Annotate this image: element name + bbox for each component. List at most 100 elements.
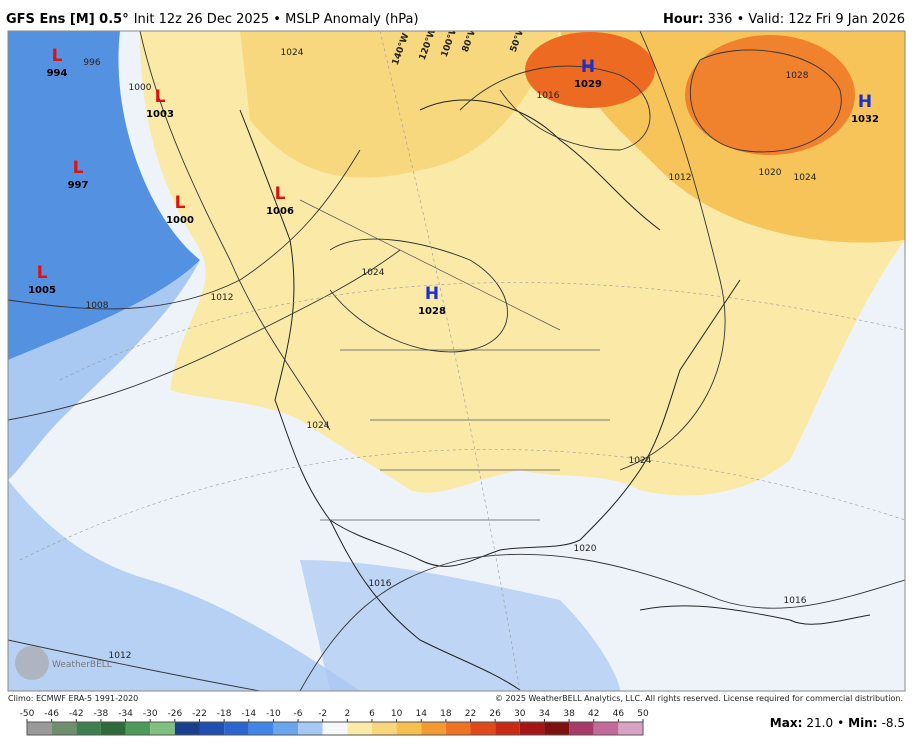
map: L994L1003L997L1000L1006L1005H1029H1032H1… — [8, 31, 905, 691]
colorbar-segment — [495, 722, 520, 735]
colorbar-label: -18 — [217, 709, 232, 719]
colorbar-segment — [347, 722, 372, 735]
valid-time: Hour: 336 • Valid: 12z Fri 9 Jan 2026 — [663, 12, 905, 27]
colorbar-segment — [593, 722, 619, 735]
colorbar-frame — [26, 721, 644, 736]
max: 21.0 — [806, 716, 833, 730]
colorbar-label: 34 — [539, 709, 551, 719]
isobars — [8, 31, 905, 691]
colorbar-label: 6 — [369, 709, 375, 719]
colorbar-segment — [100, 722, 126, 735]
center-symbol: L — [52, 46, 63, 66]
info: Init 12z 26 Dec 2025 • MSLP Anomaly (hPa… — [134, 12, 419, 27]
center-value: 1028 — [418, 306, 446, 317]
colorbar-label: 22 — [465, 709, 476, 719]
colorbar-label: -30 — [143, 709, 158, 719]
center-value: 1003 — [146, 109, 174, 120]
colorbar-label: -6 — [294, 709, 303, 719]
isobar-label: 1020 — [759, 168, 782, 178]
isobar-label: 1024 — [362, 268, 385, 278]
coast — [639, 605, 871, 625]
colorbar-segment — [519, 722, 545, 735]
colorbar-label: -42 — [69, 709, 84, 719]
logo: WeatherBELL — [15, 646, 112, 680]
colorbar-segment — [224, 722, 249, 735]
coast — [239, 109, 521, 691]
colorbar-label: -2 — [318, 709, 327, 719]
colorbar: -50 -46 -42 -38 -34 -30 -26 -22 -18 -14 -10 -6 -2 2 6 1… — [20, 709, 649, 736]
center-symbol: H — [858, 92, 872, 112]
anomaly-neg — [8, 31, 200, 360]
colorbar-label: 2 — [344, 709, 350, 719]
center-value: 1032 — [851, 114, 879, 125]
colorbar-segment — [199, 722, 225, 735]
isobar-label: 1008 — [86, 301, 109, 311]
isobar-label: 1016 — [369, 579, 392, 589]
colorbar-label: -10 — [266, 709, 281, 719]
isobar-label: 1020 — [574, 544, 597, 554]
center-value: 1006 — [266, 206, 294, 217]
isobar-label: 1016 — [784, 596, 807, 606]
center-symbol: L — [155, 87, 166, 107]
isobar-label: 1012 — [109, 651, 132, 661]
isobar-label: 996 — [83, 58, 100, 68]
isobar-label: 1016 — [537, 91, 560, 101]
center-symbol: H — [581, 57, 595, 77]
sep: • — [837, 716, 844, 730]
colorbar-label: 10 — [391, 709, 403, 719]
colorbar-label: 18 — [440, 709, 452, 719]
colorbar-segment — [371, 722, 397, 735]
isobar-label: 1012 — [669, 173, 692, 183]
coast — [419, 99, 661, 231]
colorbar-segment — [174, 722, 200, 735]
hour-info: 336 • Valid: 12z Fri 9 Jan 2026 — [708, 12, 905, 27]
colorbar-segment — [27, 722, 52, 735]
colorbar-segment — [618, 722, 643, 735]
center-value: 994 — [47, 68, 68, 79]
colorbar-label: 46 — [613, 709, 625, 719]
center-symbol: H — [425, 284, 439, 304]
colorbar-label: 14 — [416, 709, 428, 719]
isobar-label: 1024 — [307, 421, 330, 431]
coastlines — [239, 99, 871, 691]
map-frame — [7, 30, 906, 692]
anomaly-neg — [8, 480, 360, 691]
anomaly-pos — [525, 32, 655, 108]
colorbar-label: -26 — [167, 709, 182, 719]
logo-mark — [15, 646, 49, 680]
colorbar-segment — [470, 722, 496, 735]
isobar-label: 1024 — [281, 48, 304, 58]
center-value: 1000 — [166, 215, 194, 226]
labels: L994L1003L997L1000L1006L1005H1029H1032H1… — [28, 31, 879, 661]
center-value: 1005 — [28, 285, 56, 296]
isobar-label: 1024 — [794, 173, 817, 183]
center-symbol: L — [37, 263, 48, 283]
colorbar-label: -46 — [44, 709, 59, 719]
hour-label: Hour: — [663, 12, 704, 27]
colorbar-segment — [445, 722, 471, 735]
center-symbol: L — [175, 193, 186, 213]
colorbar-label: 30 — [514, 709, 526, 719]
anomaly-neg — [8, 260, 200, 480]
climo: Climo: ECMWF ERA-5 1991-2020 — [8, 694, 138, 703]
colorbar-label: 26 — [489, 709, 501, 719]
center-value: 997 — [68, 180, 89, 191]
colorbar-segment — [421, 722, 446, 735]
anomaly-pos — [685, 35, 855, 155]
colorbar-segment — [51, 722, 77, 735]
isobar-label: 1012 — [211, 293, 234, 303]
colorbar-label: -38 — [94, 709, 109, 719]
colorbar-label: -14 — [241, 709, 256, 719]
anomaly-neg — [300, 560, 620, 691]
colorbar-segment — [150, 722, 175, 735]
colorbar-segment — [125, 722, 151, 735]
min-label: Min: — [848, 716, 877, 730]
header: GFS Ens [M] 0.5° Init 12z 26 Dec 2025 • M… — [6, 12, 905, 27]
colorbar-segment — [273, 722, 299, 735]
colorbar-segment — [569, 722, 594, 735]
colorbar-segment — [544, 722, 570, 735]
colorbar-label: -50 — [20, 709, 35, 719]
colorbar-label: 38 — [563, 709, 575, 719]
max-min: Max: 21.0 • Min: -8.5 — [770, 716, 905, 730]
